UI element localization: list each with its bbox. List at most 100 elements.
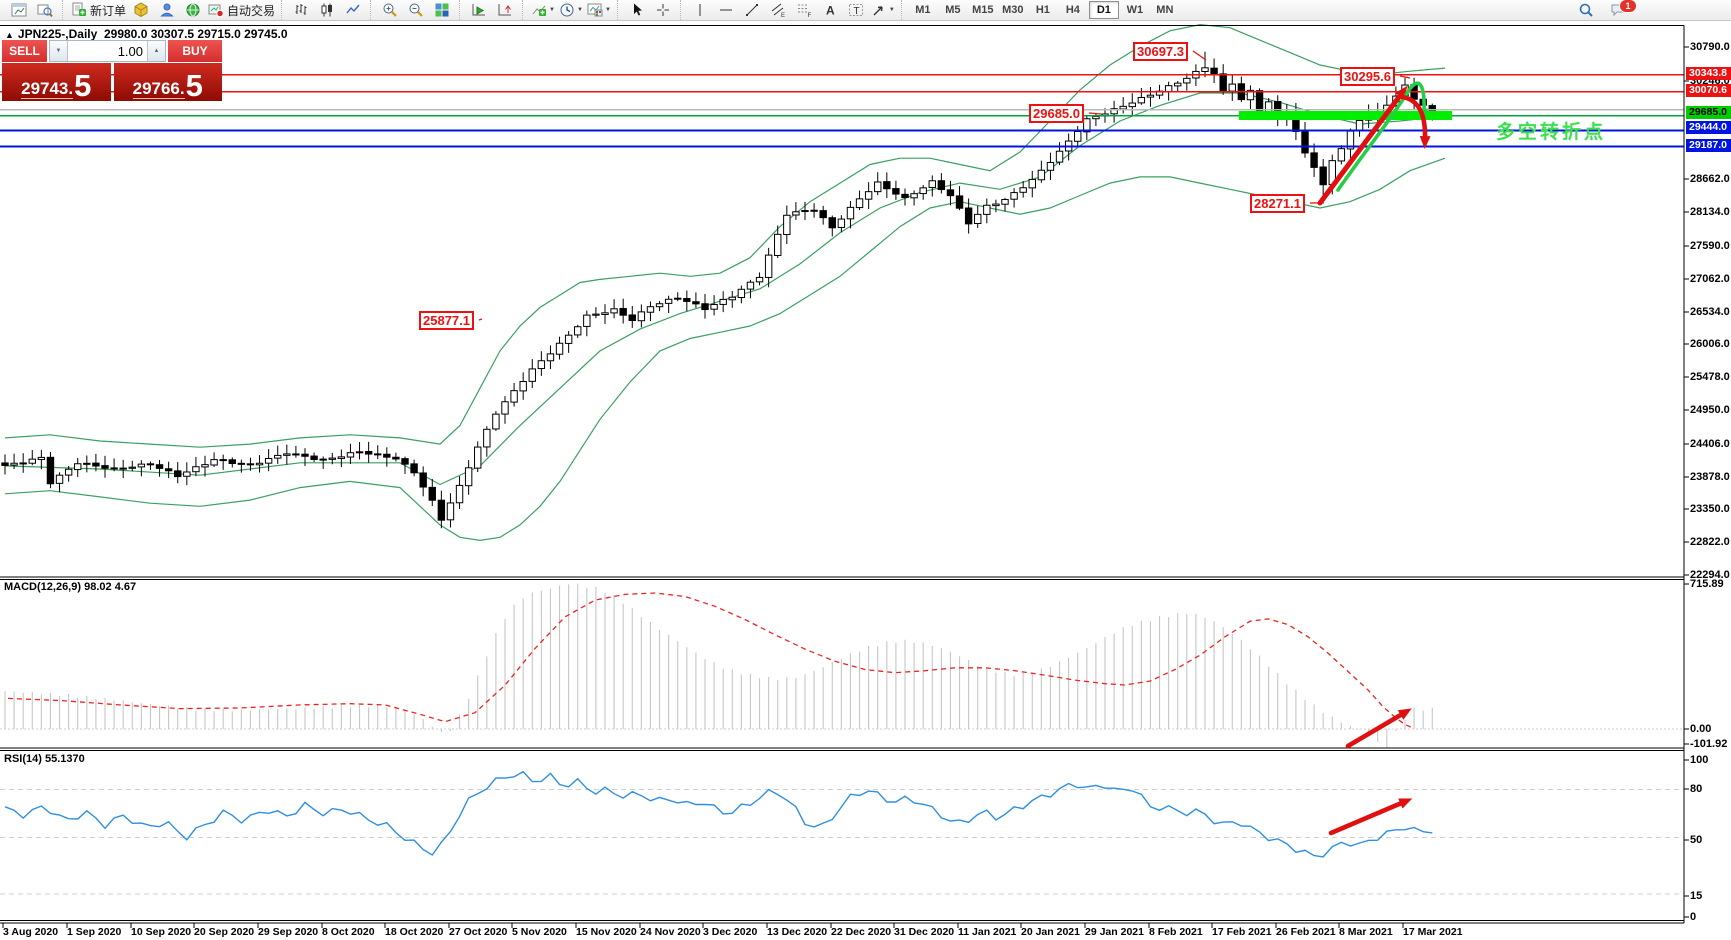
volume-increase-button[interactable]: ▲ — [147, 41, 165, 61]
timeframe-M30[interactable]: M30 — [1002, 4, 1024, 16]
chart-shift-button[interactable] — [492, 1, 518, 19]
rsi-axis-label: 100 — [1690, 754, 1709, 766]
collapse-icon[interactable]: ▲ — [5, 30, 14, 40]
price-level-badge: 29444.0 — [1686, 121, 1731, 134]
timeframe-MN[interactable]: MN — [1156, 4, 1174, 16]
date-axis-label: 17 Feb 2021 — [1212, 926, 1272, 938]
date-axis-label: 5 Nov 2020 — [512, 926, 567, 938]
price-annotation-label: 30295.6 — [1340, 67, 1395, 86]
timeframe-W1[interactable]: W1 — [1126, 4, 1144, 16]
indicators-button[interactable]: ▼ — [529, 1, 557, 19]
price-axis-tick: 28134.0 — [1690, 206, 1730, 218]
macd-indicator-label: MACD(12,26,9) 98.02 4.67 — [4, 581, 137, 593]
crosshair-button[interactable] — [650, 1, 676, 19]
price-annotation-label: 25877.1 — [419, 311, 474, 330]
sell-price[interactable]: 29743. 5 — [2, 63, 111, 101]
text-label-icon: T — [848, 4, 863, 17]
date-axis-label: 15 Nov 2020 — [576, 926, 637, 938]
sell-button[interactable]: SELL — [2, 40, 47, 62]
chevron-down-icon: ▼ — [604, 7, 611, 13]
price-axis-tick: 25478.0 — [1690, 371, 1730, 383]
strategy-tester-button[interactable] — [128, 1, 154, 19]
buy-button[interactable]: BUY — [168, 40, 222, 62]
zoom-out-button[interactable] — [403, 1, 429, 19]
hline-button[interactable] — [713, 1, 739, 19]
date-axis-label: 17 Mar 2021 — [1403, 926, 1463, 938]
chart-shift-icon — [498, 4, 512, 16]
autotrading-label: 自动交易 — [227, 3, 276, 18]
price-axis-tick: 30790.0 — [1690, 41, 1730, 53]
trendline-button[interactable] — [739, 1, 765, 19]
profiles-icon — [37, 4, 53, 18]
tile-windows-button[interactable] — [429, 1, 455, 19]
data-window-button[interactable] — [180, 1, 206, 19]
tile-windows-icon — [435, 3, 449, 17]
price-axis-tick: 27590.0 — [1690, 240, 1730, 252]
indicators-icon — [532, 5, 547, 16]
strategy-tester-icon — [134, 2, 148, 18]
text-tool-icon: A — [826, 4, 835, 18]
buy-price[interactable]: 29766. 5 — [113, 63, 222, 101]
candlestick-mode-icon — [321, 3, 333, 17]
line-chart-mode-button[interactable] — [340, 1, 366, 19]
rsi-axis-label: 0 — [1690, 911, 1697, 923]
timeframe-M5[interactable]: M5 — [945, 4, 961, 16]
timeframe-D1[interactable]: D1 — [1088, 1, 1119, 19]
cursor-button[interactable] — [624, 1, 650, 19]
new-chart-button[interactable] — [6, 1, 32, 19]
text-label-button[interactable]: T — [843, 1, 869, 19]
date-axis-label: 20 Sep 2020 — [194, 926, 255, 938]
price-level-badge: 30343.8 — [1686, 67, 1731, 80]
new-chart-icon — [11, 3, 27, 17]
hline-icon — [719, 9, 732, 11]
arrows-tool-button[interactable]: ▼ — [869, 1, 897, 19]
volume-input[interactable] — [68, 41, 147, 61]
zoom-in-button[interactable] — [377, 1, 403, 19]
rsi-axis-label: 50 — [1690, 834, 1703, 846]
timeframe-M15[interactable]: M15 — [972, 4, 994, 16]
autotrading-button[interactable]: 自动交易 — [206, 1, 277, 19]
new-order-icon — [72, 2, 86, 16]
market-watch-button[interactable] — [154, 1, 180, 19]
date-axis-label: 10 Sep 2020 — [131, 926, 192, 938]
text-tool-button[interactable]: A — [817, 1, 843, 19]
profiles-button[interactable] — [32, 1, 58, 19]
macd-axis-label: -101.92 — [1690, 738, 1728, 750]
candlestick-mode-button[interactable] — [314, 1, 340, 19]
vline-button[interactable] — [687, 1, 713, 19]
timeframe-H1[interactable]: H1 — [1035, 4, 1050, 16]
svg-text:T: T — [853, 6, 859, 17]
equidistant-channel-button[interactable]: E — [765, 1, 791, 19]
periods-button[interactable]: ▼ — [557, 1, 585, 19]
price-axis-tick: 26534.0 — [1690, 306, 1730, 318]
timeframe-M1[interactable]: M1 — [915, 4, 931, 16]
volume-decrease-button[interactable]: ▼ — [50, 41, 68, 61]
date-axis-label: 24 Nov 2020 — [640, 926, 701, 938]
auto-scroll-button[interactable] — [466, 1, 492, 19]
date-axis-label: 13 Dec 2020 — [767, 926, 828, 938]
price-level-badge: 30070.6 — [1686, 84, 1731, 97]
templates-icon — [587, 3, 603, 17]
zoom-in-icon — [383, 3, 397, 17]
symbol-title: JPN225-,Daily — [17, 27, 98, 41]
templates-button[interactable]: ▼ — [585, 1, 613, 19]
notification-badge: 1 — [1619, 0, 1637, 13]
date-axis-label: 27 Oct 2020 — [449, 926, 508, 938]
date-axis-label: 31 Dec 2020 — [894, 926, 955, 938]
date-axis-label: 29 Jan 2021 — [1085, 926, 1144, 938]
svg-text:A: A — [826, 4, 835, 18]
svg-text:E: E — [781, 13, 785, 18]
new-order-button[interactable]: 新订单 — [69, 1, 128, 19]
date-axis-label: 8 Feb 2021 — [1149, 926, 1203, 938]
new-order-label: 新订单 — [90, 3, 127, 18]
chat-icon[interactable]: 1 — [1605, 0, 1637, 19]
toolbar-groups: 新订单 自动交易 ▼ ▼ ▼ E F A T ▼ M1 M5 M15 M30 H1 H4 D1 W1 MN — [0, 0, 1184, 20]
timeframe-H4[interactable]: H4 — [1065, 4, 1080, 16]
date-axis-label: 3 Aug 2020 — [3, 926, 59, 938]
bar-chart-mode-button[interactable] — [288, 1, 314, 19]
search-icon[interactable] — [1573, 1, 1599, 19]
one-click-trading-panel: SELL ▼ ▲ BUY 29743.5 29766.5 — [2, 40, 222, 101]
fibonacci-button[interactable]: F — [791, 1, 817, 19]
